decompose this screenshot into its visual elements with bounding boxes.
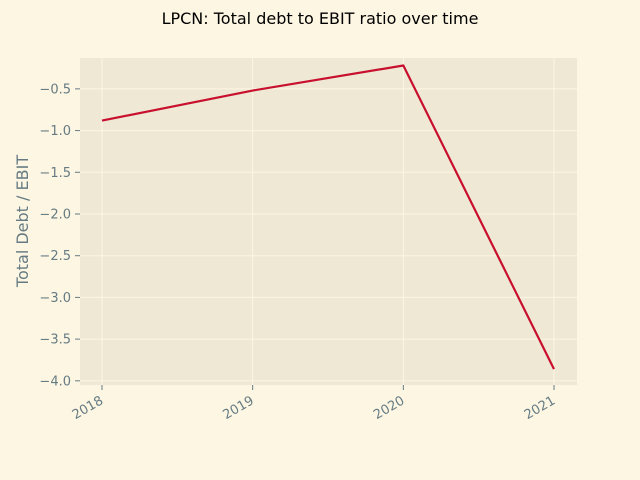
y-tick-label: −3.0: [39, 291, 71, 306]
y-tick-label: −2.0: [39, 207, 71, 222]
series-layer: [101, 64, 555, 370]
chart-title: LPCN: Total debt to EBIT ratio over time: [162, 9, 479, 28]
y-tick-label: −1.0: [39, 124, 71, 139]
y-axis-label: Total Debt / EBIT: [13, 155, 32, 288]
y-tick-label: −3.5: [39, 333, 71, 348]
y-axis: −4.0 −3.5 −3.0 −2.5 −2.0 −1.5 −1.0 −0.5: [39, 82, 80, 389]
grid: [80, 58, 577, 385]
y-tick-label: −0.5: [39, 82, 71, 97]
y-tick-label: −1.5: [39, 166, 71, 181]
plot-area: [80, 58, 577, 385]
series-line: [101, 64, 555, 370]
y-tick-label: −2.5: [39, 249, 71, 264]
y-tick-label: −4.0: [39, 374, 71, 389]
